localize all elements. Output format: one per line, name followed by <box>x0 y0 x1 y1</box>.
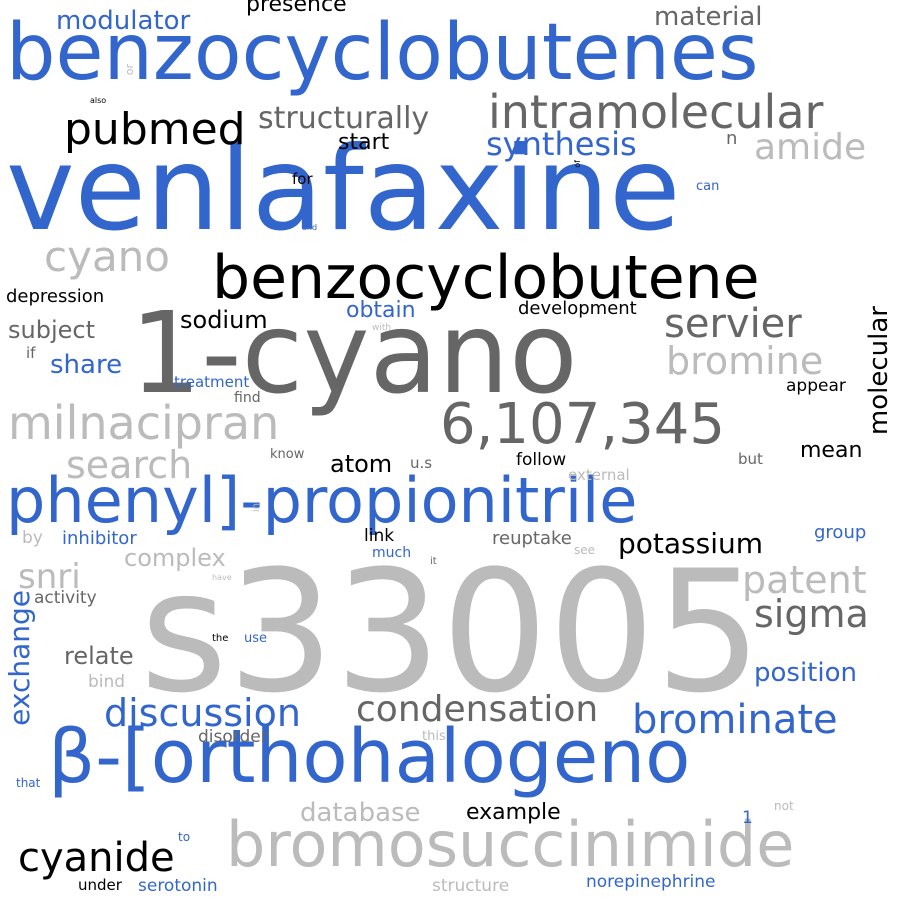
word: sigma <box>754 592 869 636</box>
word: disorder <box>198 727 268 747</box>
word: it <box>430 556 437 567</box>
word: under <box>78 876 122 894</box>
word: external <box>568 466 630 484</box>
word: β-[orthohalogeno <box>48 714 691 800</box>
word: example <box>466 800 561 825</box>
word: depression <box>6 286 105 307</box>
word: cyanide <box>18 835 175 881</box>
word: or <box>123 64 136 76</box>
word: amide <box>754 127 867 168</box>
word: structurally <box>258 101 430 136</box>
word: that <box>16 776 41 790</box>
word: intramolecular <box>488 85 824 139</box>
word: material <box>654 2 763 32</box>
word: if <box>26 344 36 362</box>
word: use <box>244 631 268 646</box>
word: this <box>422 729 446 744</box>
word: much <box>372 545 412 561</box>
word: the <box>212 633 229 644</box>
word: phenyl]-propionitrile <box>6 464 638 537</box>
word: can <box>696 179 720 194</box>
word: milnacipran <box>8 396 280 450</box>
word: reuptake <box>492 528 572 549</box>
word: subject <box>8 316 95 344</box>
word: bromine <box>666 339 824 383</box>
word: bromosuccinimide <box>226 808 795 881</box>
word: find <box>234 390 261 406</box>
word: in <box>251 503 262 513</box>
word: exchange <box>3 590 36 726</box>
word: cyano <box>44 232 170 281</box>
word: potassium <box>618 527 764 560</box>
word: to <box>178 830 191 844</box>
word: but <box>738 450 763 468</box>
word: u.s <box>410 454 433 472</box>
word: condensation <box>356 689 599 730</box>
word: search <box>66 443 193 487</box>
word: norepinephrine <box>586 872 716 892</box>
word: brominate <box>632 697 838 743</box>
word: snri <box>18 557 81 597</box>
word: sodium <box>180 306 268 334</box>
word: treatment <box>174 373 250 391</box>
word: know <box>270 447 305 462</box>
word: mean <box>800 438 863 463</box>
word: of <box>573 160 582 168</box>
word: for <box>292 170 313 188</box>
word: patent <box>742 558 867 602</box>
word: molecular <box>864 306 894 436</box>
word: venlafaxine <box>6 122 681 257</box>
word: position <box>754 658 857 688</box>
word: n <box>726 128 738 149</box>
word: 1-cyano <box>130 289 578 419</box>
word: discussion <box>104 691 301 735</box>
word: 1 <box>742 808 753 828</box>
word: modulator <box>56 6 191 36</box>
word: benzocyclobutene <box>212 243 760 313</box>
word: presence <box>246 0 347 17</box>
word: serotonin <box>138 876 218 896</box>
word: bind <box>88 672 126 692</box>
word: benzocyclobutenes <box>6 8 759 98</box>
word: appear <box>786 376 846 396</box>
word: complex <box>124 544 226 572</box>
word: 6,107,345 <box>440 392 726 457</box>
word: link <box>364 526 395 546</box>
word: relate <box>64 642 134 670</box>
word: have <box>212 573 232 582</box>
word: development <box>518 298 637 319</box>
word: servier <box>664 301 802 347</box>
word: pubmed <box>64 104 246 155</box>
word: structure <box>432 876 510 896</box>
word: atom <box>330 450 393 478</box>
word: obtain <box>346 298 416 323</box>
word: group <box>814 522 867 543</box>
word: s33005 <box>140 534 762 730</box>
word: synthesis <box>486 125 637 163</box>
word: follow <box>516 450 567 470</box>
word: inhibitor <box>62 528 137 549</box>
word: activity <box>34 588 97 608</box>
word: share <box>50 350 123 380</box>
word: also <box>90 96 107 105</box>
word: see <box>574 543 596 557</box>
word: with <box>372 323 392 333</box>
word: and <box>302 223 318 232</box>
word: not <box>774 799 794 813</box>
word: start <box>338 130 390 155</box>
word: by <box>22 528 43 548</box>
word: database <box>300 798 421 828</box>
